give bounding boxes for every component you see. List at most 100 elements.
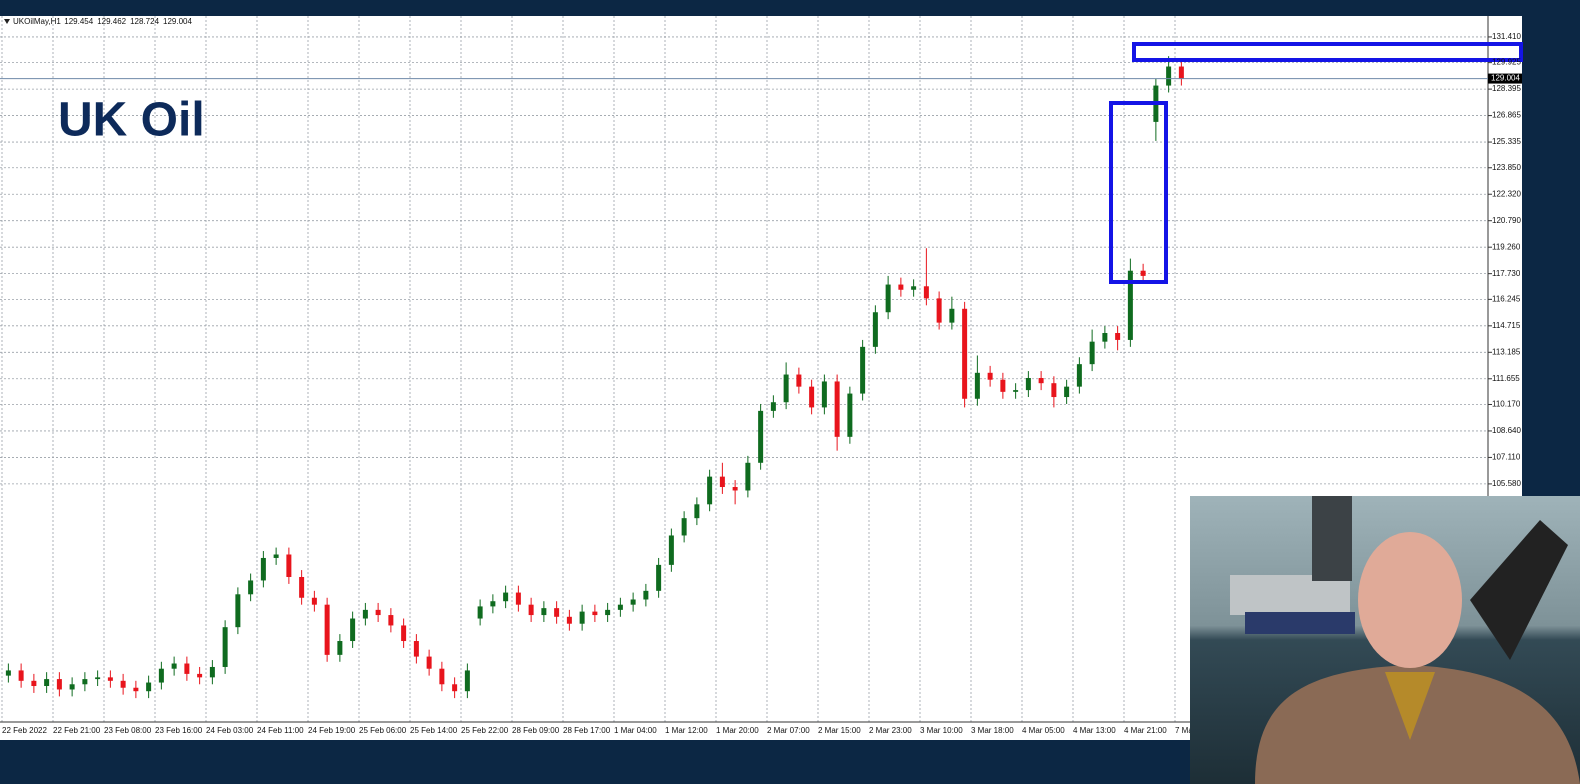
candle-body	[18, 670, 24, 681]
x-tick-label: 4 Mar 13:00	[1073, 726, 1116, 735]
candle-body	[732, 487, 738, 491]
price-label-box	[1488, 73, 1522, 84]
jacket	[1255, 665, 1580, 784]
x-tick-label: 25 Feb 14:00	[410, 726, 458, 735]
y-tick-label: 105.580	[1492, 479, 1521, 488]
x-tick-label: 4 Mar 21:00	[1124, 726, 1167, 735]
candle-body	[809, 386, 815, 408]
y-tick-label: 119.260	[1492, 242, 1521, 251]
candle-body	[248, 580, 254, 595]
x-tick-label: 24 Feb 03:00	[206, 726, 254, 735]
x-tick-label: 24 Feb 11:00	[257, 726, 304, 735]
y-tick-label: 120.790	[1492, 216, 1521, 225]
y-tick-label: 128.395	[1492, 84, 1521, 93]
chart-title: UK Oil	[58, 94, 205, 147]
symbol-header: UKOilMay,H1 129.454 129.462 128.724 129.004	[13, 17, 193, 26]
candle-body	[133, 687, 139, 692]
candle-body	[541, 608, 547, 616]
candle-body	[1064, 386, 1070, 398]
candle-body	[515, 592, 521, 605]
x-tick-label: 25 Feb 06:00	[359, 726, 407, 735]
candle-body	[1178, 66, 1184, 79]
candle-body	[286, 554, 292, 577]
candle-body	[184, 663, 190, 674]
x-tick-label: 3 Mar 18:00	[971, 726, 1014, 735]
candle-body	[1025, 377, 1031, 391]
highlight-box	[1132, 42, 1523, 62]
candle-body	[401, 625, 407, 642]
candle-body	[1115, 333, 1121, 340]
candle-body	[350, 618, 356, 642]
candle-body	[1089, 341, 1095, 365]
candle-body	[1166, 66, 1172, 86]
x-tick-label: 28 Feb 17:00	[563, 726, 611, 735]
candle-body	[107, 677, 113, 681]
x-tick-label: 1 Mar 04:00	[614, 726, 657, 735]
x-tick-label: 22 Feb 2022	[2, 726, 47, 735]
y-tick-label: 123.850	[1492, 163, 1521, 172]
grid	[0, 16, 1488, 722]
candle-body	[936, 298, 942, 323]
candle-body	[617, 604, 623, 610]
face	[1358, 532, 1462, 668]
y-tick-label: 113.185	[1492, 347, 1521, 356]
candle-body	[605, 609, 611, 616]
candle-body	[1076, 364, 1082, 387]
y-tick-label: 107.110	[1492, 453, 1521, 462]
webcam	[1190, 496, 1580, 784]
header-value: 129.004	[163, 17, 192, 26]
header-value: 129.462	[97, 17, 126, 26]
candle-body	[643, 590, 649, 600]
candle-body	[987, 372, 993, 380]
candle-body	[324, 604, 330, 655]
candle-body	[668, 535, 674, 565]
candle-body	[579, 611, 585, 624]
y-tick-label: 129.925	[1492, 58, 1521, 67]
candle-body	[719, 476, 725, 488]
candle-body	[260, 557, 266, 581]
rig-hull	[1245, 612, 1355, 634]
candle-body	[503, 592, 509, 602]
header-value: 128.724	[130, 17, 159, 26]
candle-body	[197, 673, 203, 678]
candle-body	[949, 308, 955, 323]
candle-body	[273, 554, 279, 558]
candle-body	[758, 410, 764, 463]
candle-body	[885, 284, 891, 313]
header-value: 129.454	[64, 17, 93, 26]
candle-body	[860, 346, 866, 394]
candle-body	[362, 609, 368, 619]
candle-body	[69, 684, 75, 690]
y-tick-label: 126.865	[1492, 111, 1521, 120]
x-tick-label: 2 Mar 23:00	[869, 726, 912, 735]
candle-body	[592, 611, 598, 616]
candle-body	[1013, 390, 1019, 392]
candle-body	[477, 606, 483, 619]
candle-body	[821, 381, 827, 408]
candle-body	[413, 641, 419, 657]
y-tick-label: 110.170	[1492, 400, 1521, 409]
candle-body	[566, 616, 572, 624]
x-tick-label: 23 Feb 08:00	[104, 726, 152, 735]
x-tick-label: 28 Feb 09:00	[512, 726, 560, 735]
candle-body	[847, 393, 853, 437]
candle-body	[834, 381, 840, 437]
candle-body	[1102, 333, 1108, 342]
candle-body	[962, 308, 968, 399]
candle-body	[974, 372, 980, 399]
candle-body	[1000, 379, 1006, 392]
x-tick-label: 2 Mar 15:00	[818, 726, 861, 735]
x-tick-label: 1 Mar 12:00	[665, 726, 708, 735]
y-tick-label: 108.640	[1492, 426, 1521, 435]
candle-body	[5, 670, 11, 676]
candle-body	[452, 684, 458, 692]
y-tick-label: 111.655	[1492, 374, 1520, 383]
x-tick-label: 24 Feb 19:00	[308, 726, 356, 735]
candle-body	[770, 402, 776, 411]
candle-body	[31, 680, 37, 687]
candle-body	[490, 601, 496, 607]
candle-body	[911, 286, 917, 290]
candle-body	[1127, 270, 1133, 340]
candle-body	[1140, 270, 1146, 276]
